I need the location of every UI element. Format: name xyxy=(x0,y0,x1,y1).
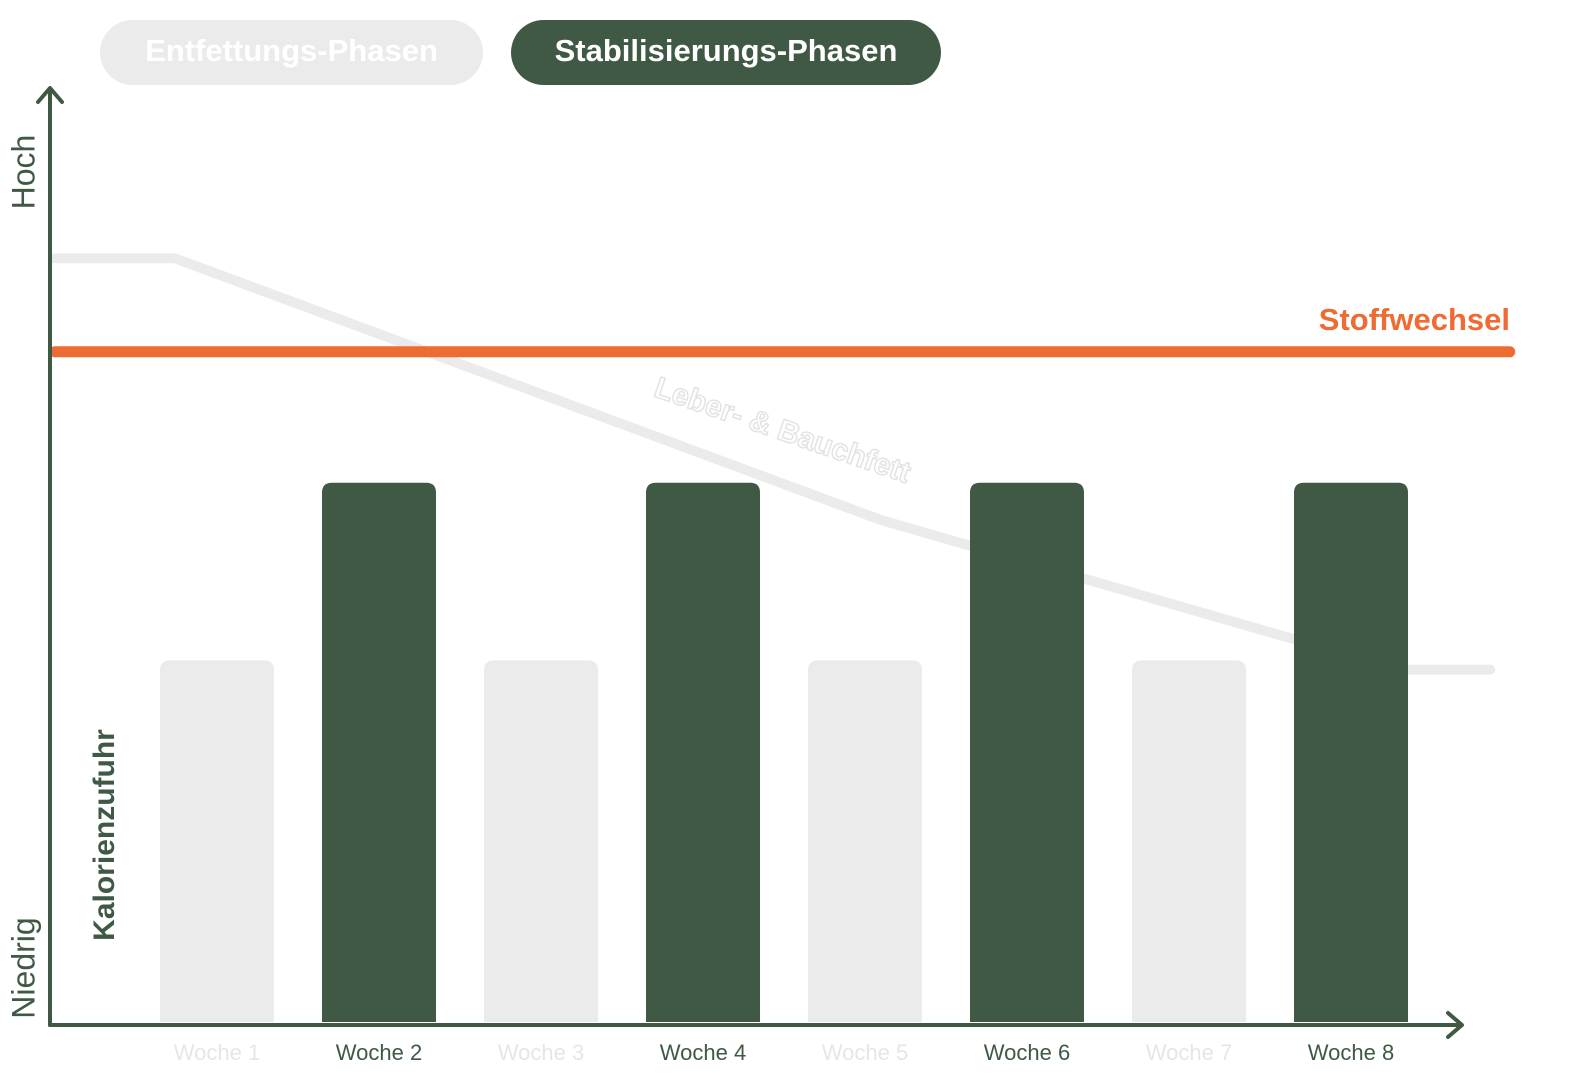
x-tick-label: Woche 2 xyxy=(336,1040,422,1065)
y-axis-label: Kalorienzufuhr xyxy=(88,729,121,941)
x-tick-label: Woche 1 xyxy=(174,1040,260,1065)
x-tick-label: Woche 8 xyxy=(1308,1040,1394,1065)
bar xyxy=(1294,482,1408,1022)
legend-label: Stabilisierungs-Phasen xyxy=(555,33,898,68)
bar-layer xyxy=(160,482,1408,1022)
bar xyxy=(970,482,1084,1022)
y-high-label: Hoch xyxy=(5,135,41,210)
legend-item[interactable]: Stabilisierungs-Phasen xyxy=(511,20,941,85)
bar xyxy=(160,660,274,1022)
legend-pill xyxy=(100,20,483,85)
x-tick-label: Woche 4 xyxy=(660,1040,746,1065)
bar xyxy=(646,482,760,1022)
line-label: Leber- & Bauchfett xyxy=(650,371,914,490)
x-tick-label: Woche 7 xyxy=(1146,1040,1232,1065)
x-tick-label: Woche 6 xyxy=(984,1040,1070,1065)
line-layer xyxy=(50,253,1496,675)
bar xyxy=(808,660,922,1022)
x-axis xyxy=(48,1011,1464,1039)
bar xyxy=(484,660,598,1022)
y-low-label: Niedrig xyxy=(5,917,41,1018)
y-axis xyxy=(36,86,64,1027)
line xyxy=(50,253,1496,675)
legend-label: Entfettungs-Phasen xyxy=(145,33,438,68)
x-tick-label: Woche 3 xyxy=(498,1040,584,1065)
bar xyxy=(322,482,436,1022)
line-label: Stoffwechsel xyxy=(1319,302,1510,337)
x-tick-label: Woche 5 xyxy=(822,1040,908,1065)
legend-item[interactable]: Entfettungs-Phasen xyxy=(100,20,483,85)
legend: Entfettungs-Phasen Stabilisierungs-Phasen xyxy=(100,20,941,85)
legend-pill xyxy=(511,20,941,85)
bar xyxy=(1132,660,1246,1022)
